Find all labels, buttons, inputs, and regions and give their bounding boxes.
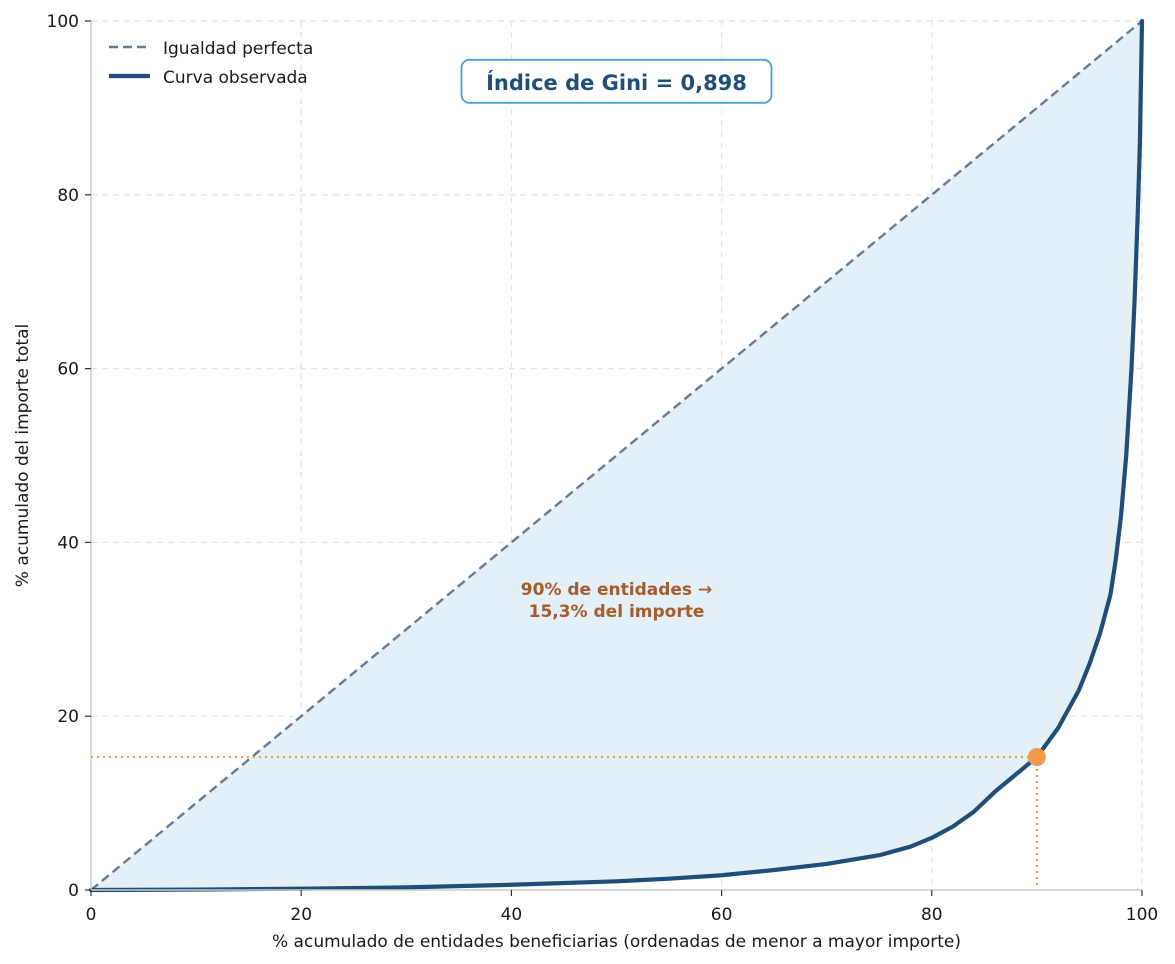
annotation-line-1: 90% de entidades →: [521, 580, 712, 600]
gini-box-border: [460, 58, 773, 104]
x-axis-label: % acumulado de entidades beneficiarias (…: [272, 932, 961, 952]
axes: [90, 21, 1142, 891]
legend-label-igualdad: Igualdad perfecta: [163, 39, 313, 59]
y-tick-label-1: 20: [57, 707, 79, 727]
series-line-igualdad: [90, 20, 1143, 891]
legend-label-curva: Curva observada: [163, 68, 308, 88]
x-tick-label-0: 0: [86, 905, 97, 925]
series-lines: [88, 18, 1145, 893]
y-tick-label-5: 100: [47, 12, 79, 32]
annotation-line-2: 15,3% del importe: [529, 602, 705, 622]
highlight-point: [1027, 748, 1046, 767]
x-tick-label-1: 20: [290, 905, 312, 925]
x-tick-label-5: 100: [1126, 905, 1158, 925]
x-tick-label-3: 60: [711, 905, 733, 925]
y-tick-label-0: 0: [68, 881, 79, 901]
x-tick-label-4: 80: [921, 905, 943, 925]
y-axis-label: % acumulado del importe total: [13, 324, 33, 587]
y-tick-label-3: 60: [57, 360, 79, 380]
tick-labels: 0 20 40 60 80 100 0 20 40 60 80 100: [47, 12, 1159, 925]
legend: Igualdad perfecta Curva observada: [109, 39, 313, 88]
gini-index-box: Índice de Gini = 0,898: [460, 58, 773, 104]
series-line-curva: [88, 18, 1145, 893]
x-tick-label-2: 40: [501, 905, 523, 925]
highlight-annotation: 90% de entidades → 15,3% del importe: [521, 580, 712, 622]
y-tick-label-2: 40: [57, 533, 79, 553]
gini-index-text: Índice de Gini = 0,898: [486, 70, 747, 95]
y-tick-label-4: 80: [57, 186, 79, 206]
highlight-reference-lines: [91, 755, 1039, 890]
